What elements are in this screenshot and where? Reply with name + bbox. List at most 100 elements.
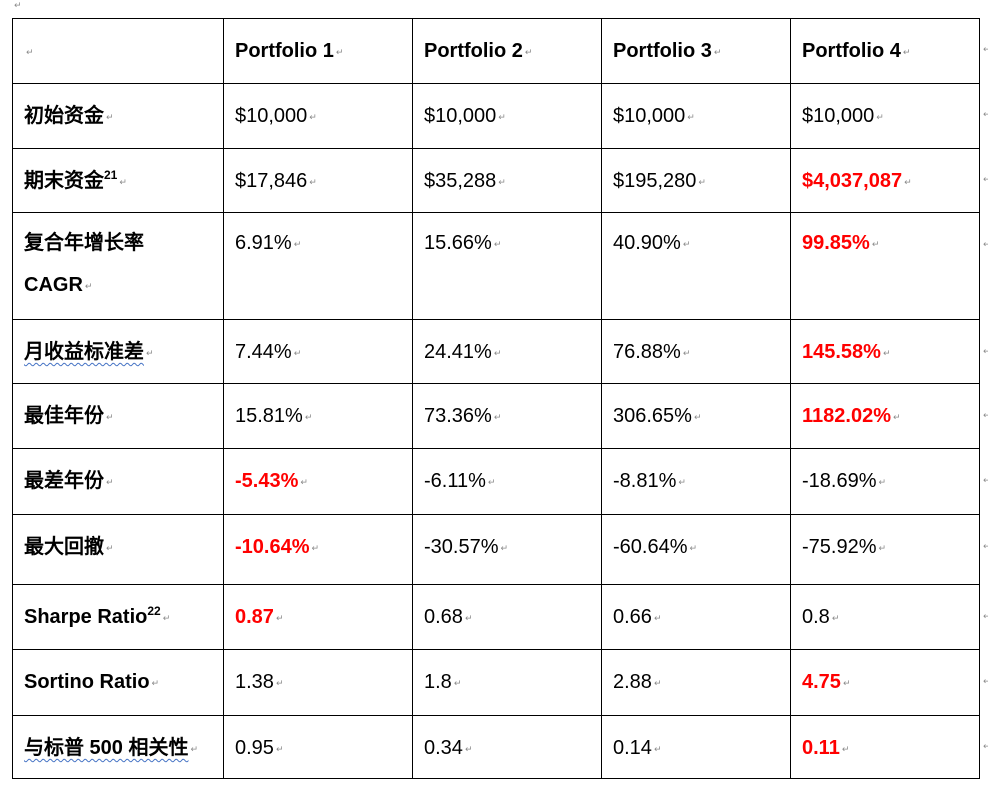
value-text: $10,000	[802, 105, 875, 127]
paragraph-mark: ↵	[892, 411, 901, 422]
paragraph-mark: ↵	[878, 542, 887, 553]
paragraph-mark: ↵	[275, 743, 284, 754]
value-text: -75.92%	[802, 536, 877, 558]
value-cell: $195,280 ↵	[601, 148, 791, 213]
highlighted-value: $4,037,087	[802, 170, 903, 192]
row-label-text-line2: CAGR	[24, 274, 83, 296]
footnote-marker[interactable]: 21	[104, 168, 118, 182]
paragraph-mark: ↵	[882, 347, 891, 358]
highlighted-value: -10.64%	[235, 536, 310, 558]
row-label-text: 复合年增长率	[24, 232, 144, 254]
value-cell: 1182.02% ↵	[790, 383, 980, 449]
value-cell: 24.41% ↵	[412, 319, 602, 384]
row-label-text: 最大回撤	[24, 536, 104, 558]
value-cell: -10.64% ↵	[223, 514, 413, 585]
value-cell: 99.85% ↵	[790, 212, 980, 320]
value-cell: $10,000 ↵	[790, 83, 980, 149]
paragraph-mark: ↵	[453, 677, 462, 688]
value-cell: 0.11 ↵	[790, 715, 980, 779]
paragraph-mark: ↵	[653, 612, 662, 623]
paragraph-mark: ↵	[275, 677, 284, 688]
row-end-mark: ↵	[983, 541, 988, 551]
paragraph-mark: ↵	[876, 111, 884, 122]
highlighted-value: 0.11	[802, 737, 840, 759]
row-end-mark: ↵	[983, 44, 988, 54]
table-row: 初始资金 ↵ $10,000 ↵ $10,000 ↵ $10,000 ↵ $10,000…	[12, 83, 980, 149]
row-label: 月收益标准差 ↵	[12, 319, 224, 384]
value-text: $17,846	[235, 170, 308, 192]
value-text: 0.34	[424, 737, 463, 759]
value-cell: 145.58% ↵	[790, 319, 980, 384]
column-title: Portfolio 2	[424, 40, 523, 62]
value-cell: $10,000 ↵	[412, 83, 602, 149]
paragraph-mark: ↵	[464, 612, 473, 623]
row-end-mark: ↵	[983, 346, 988, 356]
value-cell: 0.8 ↵	[790, 584, 980, 650]
table-row: 最差年份 ↵ -5.43% ↵ -6.11% ↵ -8.81% ↵ -18.69% ↵	[12, 448, 980, 515]
value-text: 73.36%	[424, 405, 492, 427]
paragraph-mark: ↵	[106, 111, 114, 122]
paragraph-mark: ↵	[106, 476, 114, 487]
value-text: $195,280	[613, 170, 697, 192]
paragraph-mark: ↵	[14, 0, 22, 10]
value-text: $10,000	[613, 105, 686, 127]
row-end-mark: ↵	[983, 741, 988, 751]
paragraph-mark: ↵	[146, 347, 154, 358]
row-label: 复合年增长率 CAGR ↵	[12, 212, 224, 320]
paragraph-mark: ↵	[689, 542, 698, 553]
row-label: 最佳年份 ↵	[12, 383, 224, 449]
value-text: 7.44%	[235, 341, 292, 363]
header-cell-portfolio-4: Portfolio 4 ↵	[790, 18, 980, 84]
paragraph-mark: ↵	[682, 238, 691, 249]
paragraph-mark: ↵	[831, 612, 840, 623]
value-cell: -6.11% ↵	[412, 448, 602, 515]
paragraph-mark: ↵	[106, 411, 114, 422]
row-label-text: Sortino Ratio	[24, 671, 150, 693]
value-text: -18.69%	[802, 470, 877, 492]
value-text: 1.8	[424, 671, 452, 693]
row-label: 最差年份 ↵	[12, 448, 224, 515]
column-title: Portfolio 3	[613, 40, 712, 62]
row-end-mark: ↵	[983, 410, 988, 420]
paragraph-mark: ↵	[493, 347, 502, 358]
value-text: -60.64%	[613, 536, 688, 558]
paragraph-mark: ↵	[464, 743, 473, 754]
value-text: -8.81%	[613, 470, 677, 492]
row-end-mark: ↵	[983, 475, 988, 485]
value-cell: 0.87 ↵	[223, 584, 413, 650]
footnote-marker[interactable]: 22	[147, 604, 161, 618]
paragraph-mark: ↵	[304, 411, 313, 422]
highlighted-value: 99.85%	[802, 232, 870, 254]
row-label: Sortino Ratio ↵	[12, 649, 224, 716]
paragraph-mark: ↵	[275, 612, 284, 623]
table-row: 期末资金21 ↵ $17,846 ↵ $35,288 ↵ $195,280 ↵ $4,0…	[12, 148, 980, 213]
row-end-mark: ↵	[983, 676, 988, 686]
highlighted-value: 0.87	[235, 606, 274, 628]
paragraph-mark: ↵	[26, 46, 34, 57]
paragraph-mark: ↵	[119, 176, 127, 187]
value-cell: $17,846 ↵	[223, 148, 413, 213]
paragraph-mark: ↵	[678, 476, 686, 487]
value-cell: 2.88 ↵	[601, 649, 791, 716]
value-cell: -18.69% ↵	[790, 448, 980, 515]
paragraph-mark: ↵	[687, 111, 695, 122]
highlighted-value: 4.75	[802, 671, 841, 693]
value-cell: $35,288 ↵	[412, 148, 602, 213]
paragraph-mark: ↵	[498, 176, 506, 187]
table-row: 与标普 500 相关性 ↵ 0.95 ↵ 0.34 ↵ 0.14 ↵ 0.11 ↵	[12, 715, 980, 779]
paragraph-mark: ↵	[300, 476, 308, 487]
value-text: 40.90%	[613, 232, 681, 254]
highlighted-value: -5.43%	[235, 470, 299, 492]
value-cell: $10,000 ↵	[601, 83, 791, 149]
row-label: 初始资金 ↵	[12, 83, 224, 149]
row-label: 最大回撤 ↵	[12, 514, 224, 585]
value-cell: 15.66% ↵	[412, 212, 602, 320]
paragraph-mark: ↵	[713, 46, 722, 57]
paragraph-mark: ↵	[904, 176, 912, 187]
paragraph-mark: ↵	[309, 111, 317, 122]
paragraph-mark: ↵	[841, 743, 850, 754]
value-text: 76.88%	[613, 341, 681, 363]
value-text: 0.66	[613, 606, 652, 628]
paragraph-mark: ↵	[293, 347, 302, 358]
paragraph-mark: ↵	[487, 476, 496, 487]
